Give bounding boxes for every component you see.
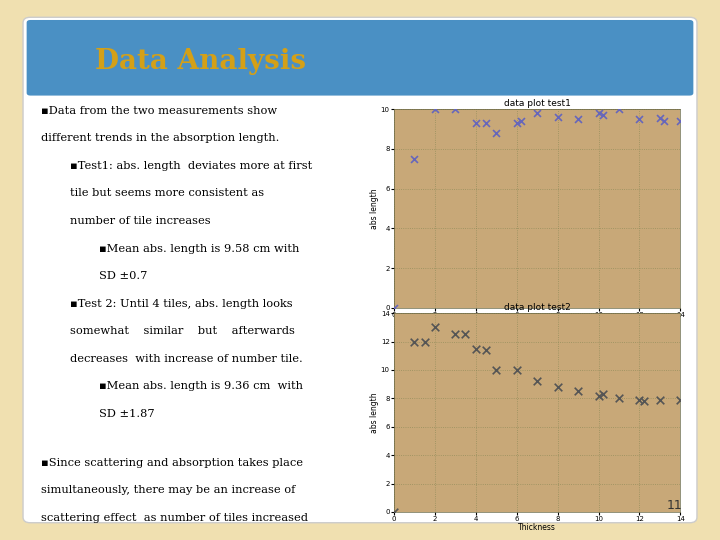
Point (490, 366, 502, 374)
Point (572, 114, 584, 123)
Point (408, 154, 420, 163)
Point (593, 109, 604, 117)
Point (460, 330, 472, 339)
Point (634, 396, 645, 405)
Y-axis label: abs length: abs length (370, 188, 379, 229)
Text: ▪Test1: abs. length  deviates more at first: ▪Test1: abs. length deviates more at fir… (41, 161, 312, 171)
Text: SD ±1.87: SD ±1.87 (41, 409, 155, 419)
Point (593, 391, 604, 400)
Text: ▪Mean abs. length is 9.58 cm with: ▪Mean abs. length is 9.58 cm with (41, 244, 300, 254)
Point (429, 323, 441, 332)
Point (511, 366, 523, 374)
X-axis label: Thickness: Thickness (518, 523, 556, 532)
Point (675, 117, 686, 125)
Text: ▪Mean abs. length is 9.36 cm  with: ▪Mean abs. length is 9.36 cm with (41, 381, 303, 391)
Text: tile but seems more consistent as: tile but seems more consistent as (41, 188, 264, 198)
Point (480, 346, 492, 354)
Text: different trends in the absorption length.: different trends in the absorption lengt… (41, 133, 279, 143)
Text: decreases  with increase of number tile.: decreases with increase of number tile. (41, 354, 302, 364)
Point (449, 105, 461, 113)
Point (675, 395, 686, 404)
Point (634, 114, 645, 123)
X-axis label: thickness: thickness (519, 319, 555, 328)
Text: 11: 11 (667, 499, 683, 512)
Point (531, 377, 543, 386)
Point (490, 129, 502, 137)
Point (515, 117, 526, 125)
Point (613, 105, 625, 113)
Point (470, 119, 482, 127)
Point (470, 345, 482, 353)
Text: simultaneously, there may be an increase of: simultaneously, there may be an increase… (41, 485, 295, 496)
Point (572, 387, 584, 396)
Text: ▪Since scattering and absorption takes place: ▪Since scattering and absorption takes p… (41, 458, 303, 468)
Text: ▪Data from the two measurements show: ▪Data from the two measurements show (41, 106, 277, 116)
Point (552, 113, 563, 122)
Text: ▪Test 2: Until 4 tiles, abs. length looks: ▪Test 2: Until 4 tiles, abs. length look… (41, 299, 292, 309)
Point (658, 117, 670, 125)
Point (552, 383, 563, 391)
Point (654, 395, 666, 404)
Text: number of tile increases: number of tile increases (41, 216, 210, 226)
Text: SD ±0.7: SD ±0.7 (41, 271, 148, 281)
Point (531, 109, 543, 117)
Point (613, 394, 625, 403)
Point (449, 330, 461, 339)
Text: scattering effect  as number of tiles increased: scattering effect as number of tiles inc… (41, 513, 308, 523)
Point (419, 338, 431, 346)
Text: somewhat    similar    but    afterwards: somewhat similar but afterwards (41, 326, 294, 336)
Point (511, 119, 523, 127)
Y-axis label: abs length: abs length (370, 392, 379, 433)
Point (597, 111, 608, 119)
Point (429, 105, 441, 113)
Point (388, 508, 400, 516)
Point (597, 390, 608, 399)
Point (480, 119, 492, 127)
Point (654, 114, 666, 123)
Point (388, 303, 400, 312)
Point (408, 338, 420, 346)
Text: Data Analysis: Data Analysis (95, 48, 306, 75)
Title: data plot test1: data plot test1 (504, 99, 570, 109)
Point (638, 397, 649, 406)
Title: data plot test2: data plot test2 (504, 303, 570, 313)
